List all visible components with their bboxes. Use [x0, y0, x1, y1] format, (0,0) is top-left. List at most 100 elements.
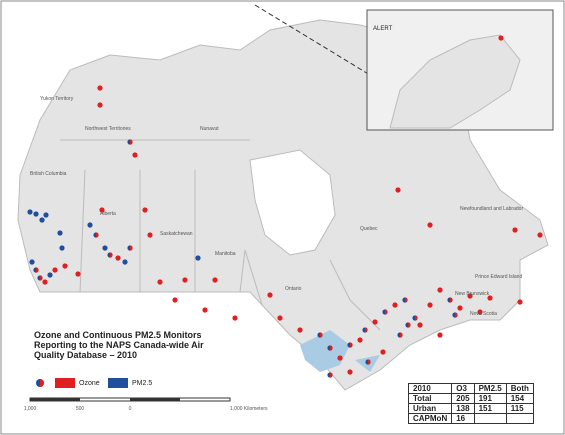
station [36, 267, 39, 273]
region-label: Prince Edward Island [475, 274, 522, 280]
table-cell: 2010 [407, 383, 453, 394]
station [380, 349, 386, 355]
table-cell: 16 [451, 413, 475, 424]
station [337, 355, 343, 361]
station [395, 187, 401, 193]
station [182, 277, 188, 283]
station [195, 255, 201, 261]
station [202, 307, 208, 313]
table-cell [505, 413, 534, 424]
station [115, 255, 121, 261]
station [47, 272, 53, 278]
borders [60, 139, 381, 331]
station [408, 322, 411, 328]
inset-land [389, 34, 521, 129]
station [457, 305, 463, 311]
region-label: New Brunswick [455, 291, 490, 297]
table-cell [473, 413, 507, 424]
station [427, 222, 433, 228]
station [43, 212, 49, 218]
station [427, 302, 433, 308]
station [122, 259, 128, 265]
station [52, 267, 58, 273]
station [57, 230, 63, 236]
map-title: Ozone and Continuous PM2.5 Monitors Repo… [34, 330, 204, 360]
station [87, 222, 93, 228]
station [365, 327, 368, 333]
legend-swatch [55, 378, 75, 388]
station [232, 315, 238, 321]
station [102, 245, 108, 251]
station [97, 85, 103, 91]
station [42, 279, 48, 285]
table-cell: 205 [451, 393, 475, 404]
table-cell: Total [407, 393, 453, 404]
region-label: Ontario [285, 286, 302, 292]
station [417, 322, 423, 328]
station [347, 369, 353, 375]
scale-label: 500 [76, 406, 85, 412]
station [212, 277, 218, 283]
table-cell: Both [505, 383, 534, 394]
station [142, 207, 148, 213]
legend-label: Ozone [79, 380, 100, 387]
station [437, 332, 443, 338]
scale-label: 0 [129, 406, 132, 412]
station [330, 372, 333, 378]
legend-icon [40, 379, 44, 387]
table-cell: 151 [473, 403, 507, 414]
station [330, 345, 333, 351]
station [267, 292, 273, 298]
station [97, 102, 103, 108]
station [467, 293, 473, 299]
station [415, 315, 418, 321]
scale-bar [29, 397, 231, 402]
station [130, 245, 133, 251]
station [400, 332, 403, 338]
station [437, 287, 443, 293]
station [40, 275, 43, 281]
station [277, 315, 283, 321]
region-label: Alberta [100, 211, 116, 217]
station [157, 279, 163, 285]
station [297, 327, 303, 333]
station [172, 297, 178, 303]
station [487, 295, 493, 301]
table-row: Urban 138 151 115 [407, 403, 534, 414]
station [405, 297, 408, 303]
table-cell: CAPMoN [407, 413, 453, 424]
table-row: CAPMoN 16 [407, 413, 534, 424]
region-label: Northwest Territories [85, 126, 131, 132]
station [385, 309, 388, 315]
table-cell: 138 [451, 403, 475, 414]
hudson-bay [249, 149, 336, 256]
scale-label: 1,000 [24, 406, 37, 412]
summary-table: 2010 O3 PM2.5 Both Total 205 191 154 Urban 138 151… [407, 383, 534, 424]
region-label: British Columbia [30, 171, 67, 177]
station [59, 245, 65, 251]
station [477, 309, 483, 315]
region-label: Saskatchewan [160, 231, 193, 237]
station [512, 227, 518, 233]
table-cell: PM2.5 [473, 383, 507, 394]
table-header: 2010 O3 PM2.5 Both [407, 383, 534, 394]
table-cell: 154 [505, 393, 534, 404]
legend-swatch [108, 378, 128, 388]
station [132, 152, 138, 158]
table-cell: 115 [505, 403, 534, 414]
inset-label: ALERT [373, 26, 393, 32]
station [75, 271, 81, 277]
station [110, 252, 113, 258]
region-label: Nunavut [200, 126, 219, 132]
station [320, 332, 323, 338]
table-cell: 191 [473, 393, 507, 404]
region-label: Quebec [360, 226, 378, 232]
region-label: Nova Scotia [470, 311, 497, 317]
station [450, 297, 453, 303]
station [350, 342, 353, 348]
legend-label: PM2.5 [132, 380, 152, 387]
scale-label: 1,000 Kilometers [230, 406, 268, 412]
boundary-line [254, 4, 371, 76]
